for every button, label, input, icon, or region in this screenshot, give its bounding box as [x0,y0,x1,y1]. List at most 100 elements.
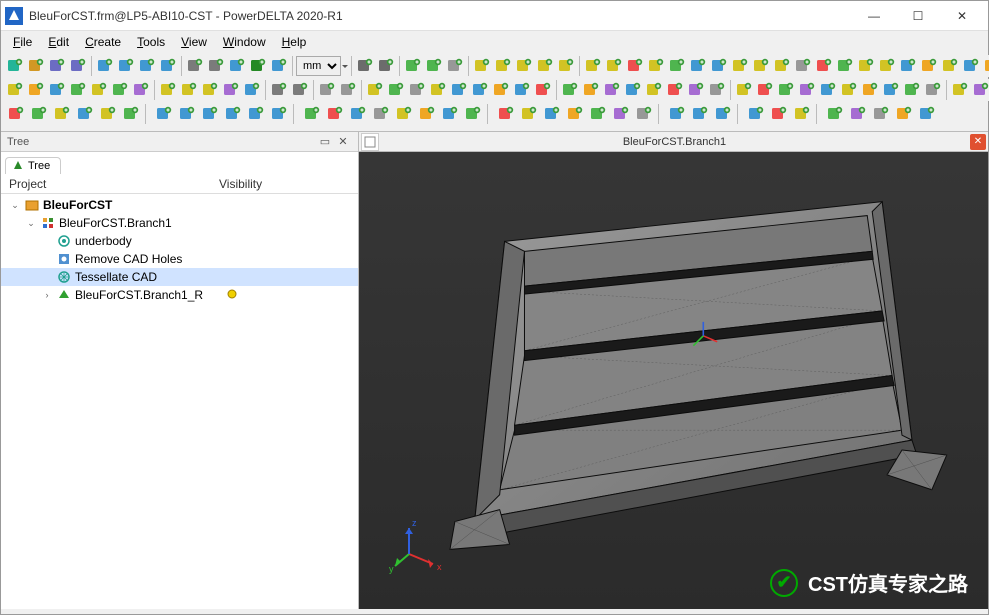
toolbar-button-w1[interactable] [495,103,517,125]
toolbar-button-r4[interactable] [68,79,88,101]
menu-window[interactable]: Window [215,33,274,51]
toolbar-button-selx[interactable] [625,55,645,77]
toolbar-button-r5[interactable] [89,79,109,101]
viewport-close-button[interactable]: ✕ [970,134,986,150]
toolbar-button-pan[interactable] [206,55,226,77]
toolbar-button-x2[interactable] [689,103,711,125]
toolbar-button-n4[interactable] [623,79,643,101]
toolbar-button-z5[interactable] [916,103,938,125]
toolbar-button-w7[interactable] [633,103,655,125]
toolbar-button-v8[interactable] [462,103,484,125]
toolbar-button-axisZ[interactable] [137,55,157,77]
toolbar-button-m5[interactable] [449,79,469,101]
toolbar-button-r3[interactable] [47,79,67,101]
toolbar-button-e1[interactable] [317,79,337,101]
toolbar-button-o6[interactable] [839,79,859,101]
toolbar-button-hex[interactable] [730,55,750,77]
toolbar-button-v5[interactable] [393,103,415,125]
menu-file[interactable]: File [5,33,40,51]
toolbar-button-save[interactable] [47,55,67,77]
toolbar-button-v1[interactable] [301,103,323,125]
toolbar-button-g1[interactable] [835,55,855,77]
toolbar-button-m7[interactable] [491,79,511,101]
menu-create[interactable]: Create [77,33,129,51]
toolbar-button-e2[interactable] [338,79,358,101]
toolbar-button-box4[interactable] [535,55,555,77]
tree-row-branch-r[interactable]: › BleuForCST.Branch1_R [1,286,358,304]
toolbar-button-t2[interactable] [28,103,50,125]
toolbar-button-v7[interactable] [439,103,461,125]
toolbar-button-y2[interactable] [768,103,790,125]
toolbar-button-o7[interactable] [860,79,880,101]
tree-row-root[interactable]: ⌄ BleuForCST [1,196,358,214]
toolbar-button-t6[interactable] [120,103,142,125]
toolbar-button-fit[interactable] [269,55,289,77]
toolbar-button-w3[interactable] [541,103,563,125]
toolbar-button-n6[interactable] [665,79,685,101]
toolbar-button-y2[interactable] [877,55,897,77]
toolbar-button-sel3[interactable] [646,55,666,77]
toolbar-button-r1[interactable] [5,79,25,101]
toolbar-button-box3[interactable] [514,55,534,77]
toolbar-button-v4[interactable] [370,103,392,125]
viewport-3d[interactable]: x y z ✔ CST仿真专家之路 [359,152,988,609]
menu-view[interactable]: View [173,33,215,51]
toolbar-button-saveas[interactable] [68,55,88,77]
toolbar-button-s3[interactable] [200,79,220,101]
toolbar-button-y3[interactable] [791,103,813,125]
toolbar-button-doc[interactable] [5,55,25,77]
toolbar-button-open[interactable] [26,55,46,77]
toolbar-button-box2[interactable] [493,55,513,77]
toolbar-button-u5[interactable] [245,103,267,125]
minimize-button[interactable]: — [852,1,896,31]
toolbar-button-t1[interactable] [5,103,27,125]
toolbar-button-rot[interactable] [227,55,247,77]
toolbar-button-u2[interactable] [176,103,198,125]
toolbar-button-t3[interactable] [51,103,73,125]
toolbar-button-o5[interactable] [818,79,838,101]
toolbar-button-w4[interactable] [564,103,586,125]
toolbar-button-m6[interactable] [470,79,490,101]
toolbar-button-y1[interactable] [745,103,767,125]
toolbar-button-m3[interactable] [407,79,427,101]
twist-icon[interactable]: ⌄ [9,199,21,211]
toolbar-button-x3[interactable] [712,103,734,125]
toolbar-button-p1[interactable] [269,79,289,101]
toolbar-button-s5[interactable] [242,79,262,101]
toolbar-button-planev[interactable] [424,55,444,77]
toolbar-button-w2[interactable] [518,103,540,125]
unit-select[interactable]: mm [296,56,341,76]
toolbar-button-r2[interactable] [26,79,46,101]
toolbar-button-s1[interactable] [158,79,178,101]
toolbar-button-o1[interactable] [734,79,754,101]
tree-row-remove-holes[interactable]: Remove CAD Holes [1,250,358,268]
tree-float-button[interactable]: ▭ [316,134,334,150]
toolbar-button-sel2[interactable] [604,55,624,77]
viewport-tab-icon[interactable] [361,133,379,151]
toolbar-button-z3[interactable] [870,103,892,125]
toolbar-button-b2[interactable] [961,55,981,77]
toolbar-button-n7[interactable] [686,79,706,101]
toolbar-button-t5[interactable] [97,103,119,125]
toolbar-button-grid[interactable] [355,55,375,77]
toolbar-button-tri[interactable] [751,55,771,77]
toolbar-button-u6[interactable] [268,103,290,125]
tree-tab[interactable]: Tree [5,157,61,174]
toolbar-button-seld[interactable] [709,55,729,77]
toolbar-button-box[interactable] [472,55,492,77]
toolbar-button-v2[interactable] [324,103,346,125]
maximize-button[interactable]: ☐ [896,1,940,31]
toolbar-button-sel1[interactable] [583,55,603,77]
toolbar-button-b1[interactable] [898,55,918,77]
toolbar-button-m8[interactable] [512,79,532,101]
toolbar-button-s2[interactable] [179,79,199,101]
toolbar-button-o3[interactable] [776,79,796,101]
toolbar-button-u1[interactable] [153,103,175,125]
toolbar-button-box5[interactable] [556,55,576,77]
toolbar-button-o2[interactable] [755,79,775,101]
toolbar-button-y1[interactable] [856,55,876,77]
tree-row-underbody[interactable]: underbody [1,232,358,250]
visibility-dot[interactable] [226,288,238,303]
toolbar-button-m9[interactable] [533,79,553,101]
toolbar-button-r7[interactable] [131,79,151,101]
